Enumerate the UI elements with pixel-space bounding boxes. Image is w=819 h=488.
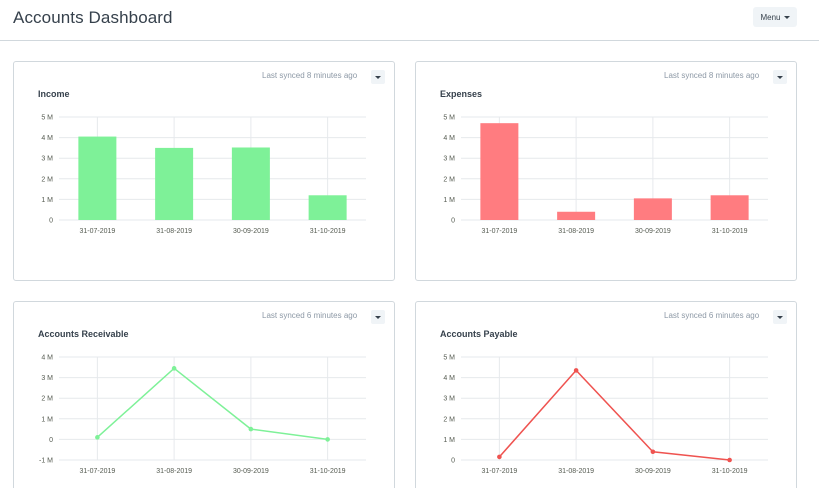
y-tick-label: 1 M <box>443 437 455 444</box>
expenses-chart: 0 1 M 2 M 3 M 4 M 5 M 31-07-2019 31-08-2019 30-0… <box>443 115 768 235</box>
data-point <box>650 449 656 455</box>
bar <box>557 211 596 220</box>
card-dropdown-button[interactable] <box>773 70 787 84</box>
x-tick-label: 30-09-2019 <box>635 468 671 475</box>
caret-down-icon <box>375 316 381 319</box>
x-tick-label: 31-07-2019 <box>79 228 115 235</box>
y-tick-label: 5 M <box>443 355 455 362</box>
bar <box>710 195 749 220</box>
y-tick-label: 1 M <box>41 416 53 423</box>
data-point <box>727 457 732 463</box>
data-point <box>573 368 579 373</box>
income-chart: 0 1 M 2 M 3 M 4 M 5 M 31-07-2019 31-08-2019 30-0… <box>41 115 366 235</box>
caret-down-icon <box>777 316 783 319</box>
x-tick-label: 31-10-2019 <box>310 468 346 475</box>
synced-text: Last synced 6 minutes ago <box>262 311 358 320</box>
synced-text: Last synced 8 minutes ago <box>664 71 760 80</box>
x-tick-label: 31-07-2019 <box>79 468 115 475</box>
y-tick-label: 1 M <box>443 197 455 204</box>
synced-text: Last synced 8 minutes ago <box>262 71 358 80</box>
y-tick-label: -1 M <box>39 458 53 465</box>
y-tick-label: 0 <box>49 437 53 444</box>
data-point <box>325 437 330 442</box>
data-point <box>248 426 254 432</box>
accounts-receivable-card: Last synced 6 minutes ago Accounts Recei… <box>13 301 395 488</box>
income-card: Last synced 8 minutes ago Income 0 1 M 2 M… <box>13 61 395 281</box>
synced-text: Last synced 6 minutes ago <box>664 311 760 320</box>
card-dropdown-button[interactable] <box>371 70 385 84</box>
accounts-payable-card: Last synced 6 minutes ago Accounts Payab… <box>415 301 797 488</box>
x-tick-label: 31-08-2019 <box>558 228 594 235</box>
y-tick-label: 2 M <box>41 176 53 183</box>
accounts-payable-chart: 0 1 M 2 M 3 M 4 M 5 M 31-07-2019 31-08-2019 30-0… <box>443 355 768 475</box>
x-tick-label: 31-08-2019 <box>156 228 192 235</box>
x-tick-label: 31-08-2019 <box>558 468 594 475</box>
card-dropdown-button[interactable] <box>773 310 787 324</box>
expenses-card: Last synced 8 minutes ago Expenses 0 1 M 2… <box>415 61 797 281</box>
y-tick-label: 3 M <box>443 156 455 163</box>
y-tick-label: 4 M <box>41 355 53 362</box>
series-line <box>96 367 328 441</box>
y-tick-label: 0 <box>451 218 455 225</box>
y-tick-label: 4 M <box>41 135 53 142</box>
bar <box>480 123 519 220</box>
x-tick-label: 31-10-2019 <box>712 468 748 475</box>
data-point <box>497 454 502 460</box>
x-tick-label: 31-08-2019 <box>156 468 192 475</box>
y-tick-label: 5 M <box>41 115 53 122</box>
accounts-receivable-chart: -1 M 0 1 M 2 M 3 M 4 M 31-07-2019 31-08-2019 30-… <box>39 355 366 475</box>
bar <box>308 195 347 220</box>
card-title: Expenses <box>440 89 483 99</box>
y-tick-label: 3 M <box>41 375 53 382</box>
bar <box>78 136 117 220</box>
menu-button-label: Menu <box>760 12 781 22</box>
x-tick-label: 30-09-2019 <box>233 468 269 475</box>
y-tick-label: 0 <box>49 218 53 225</box>
card-title: Accounts Payable <box>440 329 518 339</box>
page-header: Accounts Dashboard Menu <box>0 0 819 41</box>
y-tick-label: 3 M <box>443 396 455 403</box>
y-tick-label: 2 M <box>443 176 455 183</box>
card-title: Income <box>38 89 70 99</box>
bar <box>155 147 194 220</box>
y-tick-label: 3 M <box>41 156 53 163</box>
caret-down-icon <box>783 16 790 19</box>
y-tick-label: 2 M <box>443 416 455 423</box>
data-point <box>95 435 100 440</box>
card-title: Accounts Receivable <box>38 329 129 339</box>
x-tick-label: 31-10-2019 <box>712 228 748 235</box>
y-tick-label: 5 M <box>443 115 455 122</box>
caret-down-icon <box>375 76 381 79</box>
data-point <box>171 366 177 371</box>
y-tick-label: 0 <box>451 458 455 465</box>
card-dropdown-button[interactable] <box>371 310 385 324</box>
x-tick-label: 31-07-2019 <box>481 228 517 235</box>
x-tick-label: 31-07-2019 <box>481 468 517 475</box>
menu-button[interactable]: Menu <box>753 7 797 27</box>
x-tick-label: 30-09-2019 <box>635 228 671 235</box>
bar <box>231 147 270 220</box>
y-tick-label: 2 M <box>41 396 53 403</box>
x-tick-label: 30-09-2019 <box>233 228 269 235</box>
bar <box>633 198 672 220</box>
caret-down-icon <box>777 76 783 79</box>
y-tick-label: 4 M <box>443 135 455 142</box>
y-tick-label: 4 M <box>443 375 455 382</box>
page-title: Accounts Dashboard <box>13 8 173 27</box>
y-tick-label: 1 M <box>41 197 53 204</box>
series-line <box>498 369 730 461</box>
x-tick-label: 31-10-2019 <box>310 228 346 235</box>
